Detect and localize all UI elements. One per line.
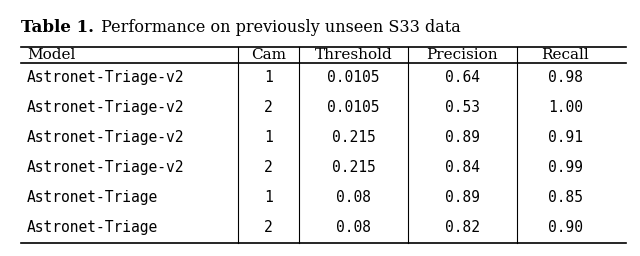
Text: 0.84: 0.84: [445, 160, 480, 175]
Text: 0.98: 0.98: [548, 70, 583, 85]
Text: 0.91: 0.91: [548, 130, 583, 145]
Text: Cam: Cam: [252, 48, 286, 61]
Text: 0.0105: 0.0105: [327, 100, 380, 115]
Text: Astronet-Triage-v2: Astronet-Triage-v2: [27, 70, 184, 85]
Text: Threshold: Threshold: [315, 48, 392, 61]
Text: 0.99: 0.99: [548, 160, 583, 175]
Text: 0.64: 0.64: [445, 70, 480, 85]
Text: 0.53: 0.53: [445, 100, 480, 115]
Text: 0.90: 0.90: [548, 219, 583, 234]
Text: Astronet-Triage: Astronet-Triage: [27, 190, 158, 205]
Text: Astronet-Triage-v2: Astronet-Triage-v2: [27, 160, 184, 175]
Text: 0.215: 0.215: [332, 130, 375, 145]
Text: Astronet-Triage-v2: Astronet-Triage-v2: [27, 100, 184, 115]
Text: 2: 2: [264, 160, 273, 175]
Text: Astronet-Triage-v2: Astronet-Triage-v2: [27, 130, 184, 145]
Text: 1.00: 1.00: [548, 100, 583, 115]
Text: 0.215: 0.215: [332, 160, 375, 175]
Text: Model: Model: [27, 48, 76, 61]
Text: Table 1.: Table 1.: [20, 19, 93, 36]
Text: Recall: Recall: [541, 48, 589, 61]
Text: 0.0105: 0.0105: [327, 70, 380, 85]
Text: Astronet-Triage: Astronet-Triage: [27, 219, 158, 234]
Text: 1: 1: [264, 130, 273, 145]
Text: Performance on previously unseen S33 data: Performance on previously unseen S33 dat…: [96, 19, 460, 36]
Text: 1: 1: [264, 190, 273, 205]
Text: 0.89: 0.89: [445, 130, 480, 145]
Text: 0.08: 0.08: [336, 219, 371, 234]
Text: 2: 2: [264, 219, 273, 234]
Text: 0.82: 0.82: [445, 219, 480, 234]
Text: 0.89: 0.89: [445, 190, 480, 205]
Text: 0.85: 0.85: [548, 190, 583, 205]
Text: 0.08: 0.08: [336, 190, 371, 205]
Text: 2: 2: [264, 100, 273, 115]
Text: Precision: Precision: [427, 48, 498, 61]
Text: 1: 1: [264, 70, 273, 85]
